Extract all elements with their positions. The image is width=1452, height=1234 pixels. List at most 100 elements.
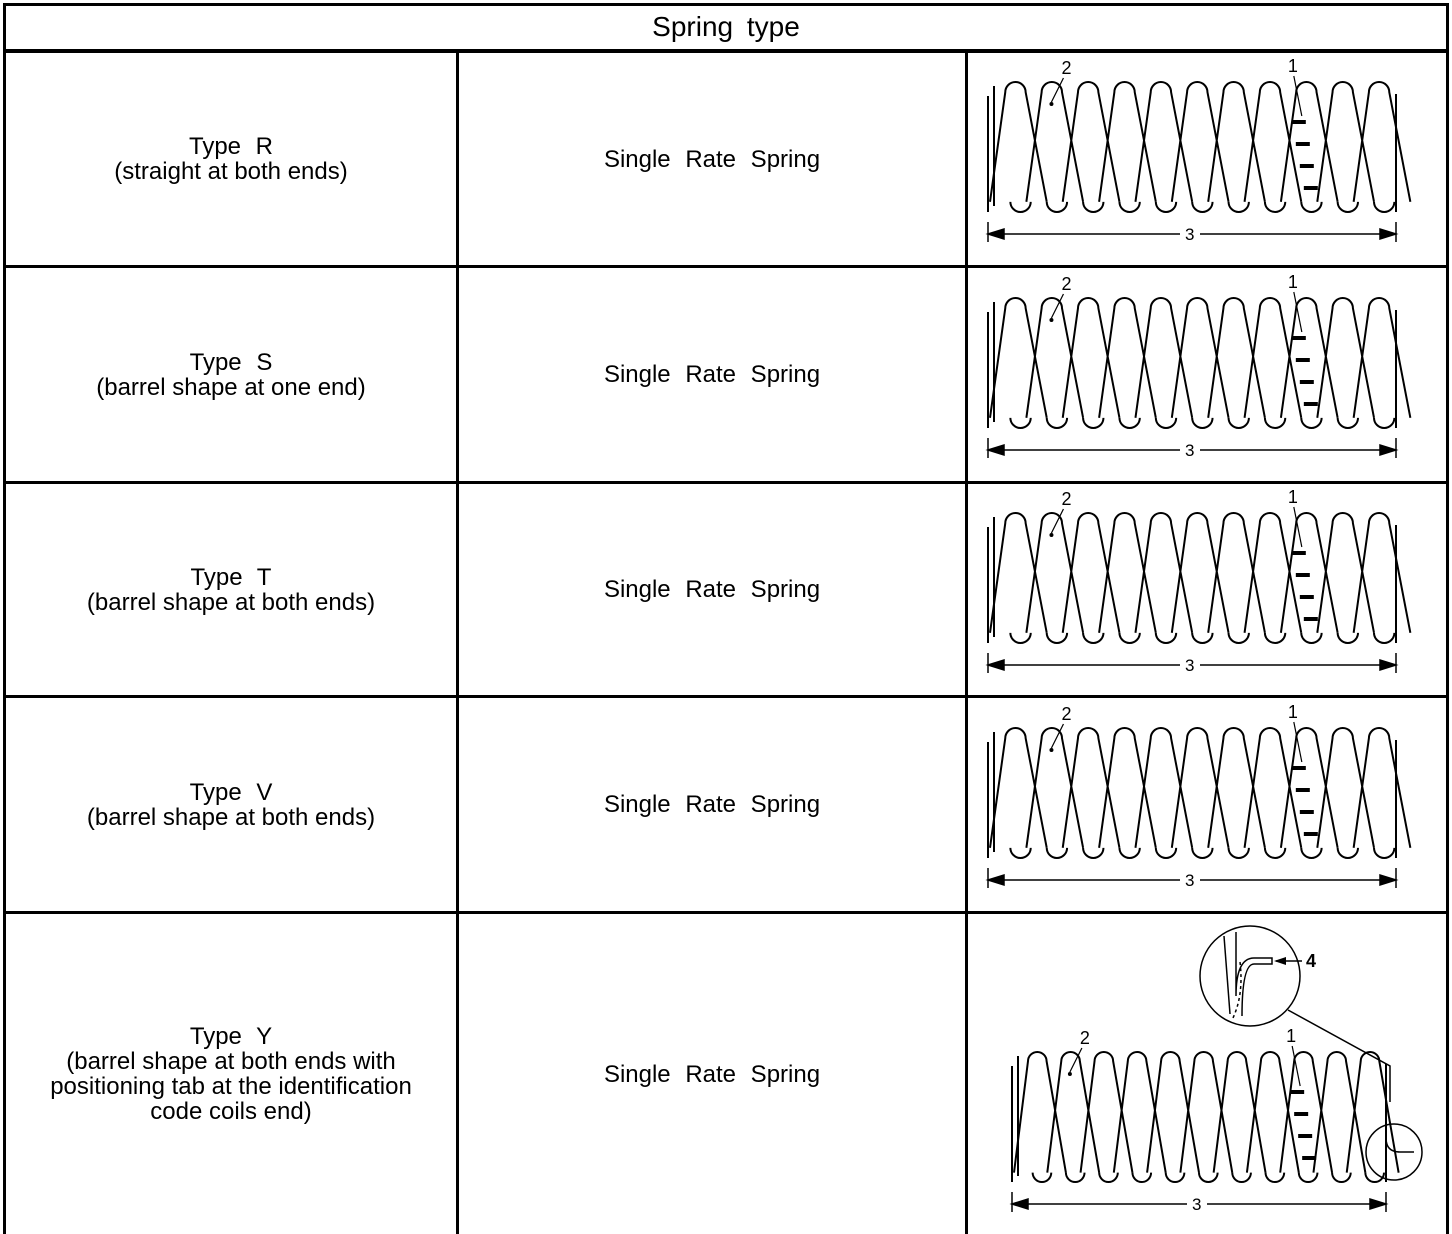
spring-rate-cell: Single Rate Spring <box>459 268 965 481</box>
row-divider-3 <box>3 695 1449 698</box>
spring-rate: Single Rate Spring <box>603 576 821 603</box>
coil-strands <box>989 81 1412 203</box>
callout-2-dot <box>1049 102 1054 106</box>
spring-diagram: 1 2 3 <box>985 702 1412 890</box>
coil-strands <box>989 512 1412 634</box>
table-row: Type Y (barrel shape at both ends with p… <box>6 914 456 1234</box>
callout-1-label: 1 <box>1288 487 1298 507</box>
callout-2-leader <box>1050 723 1064 749</box>
spring-rate: Single Rate Spring <box>603 1060 821 1088</box>
spring-rate: Single Rate Spring <box>603 361 821 388</box>
spring-diagram: 1 2 3 <box>985 56 1412 244</box>
callout-2-leader <box>1050 508 1064 534</box>
detail-hidden-line <box>1231 961 1242 1021</box>
coil-strands <box>989 727 1412 849</box>
callout-2-dot <box>1067 1072 1072 1076</box>
arrow-left-head <box>1009 1197 1029 1211</box>
callout-3-label: 3 <box>1192 1195 1201 1214</box>
spring-type-description: (barrel shape at both ends) <box>86 588 376 616</box>
callout-2-label: 2 <box>1061 489 1071 509</box>
table-row: Type T (barrel shape at both ends) <box>6 484 456 695</box>
column-divider-2 <box>965 53 968 1234</box>
arrow-right-head <box>1379 658 1399 672</box>
spring-diagram: 1 2 3 <box>985 487 1412 675</box>
arrow-left-head <box>985 873 1005 887</box>
spring-coils <box>987 727 1412 859</box>
coil-bottom-loops <box>1009 417 1396 429</box>
row-divider-4 <box>3 911 1449 914</box>
callout-3-label: 3 <box>1185 441 1194 460</box>
callout-3-label: 3 <box>1185 871 1194 890</box>
spring-type-description: (straight at both ends) <box>114 158 348 185</box>
arrow-right-head <box>1379 227 1399 241</box>
spring-rate: Single Rate Spring <box>603 791 821 818</box>
callout-1-leader <box>1291 1045 1301 1087</box>
spring-rate-cell: Single Rate Spring <box>459 698 965 911</box>
coil-bottom-loops <box>1009 201 1396 213</box>
callout-2-label: 2 <box>1061 274 1071 294</box>
spring-coils <box>987 512 1412 644</box>
dimension-label-bg <box>1187 1194 1207 1214</box>
spring-coils <box>987 81 1412 213</box>
identification-code-marks <box>1291 766 1318 836</box>
callout-2-dot <box>1049 748 1054 752</box>
callout-1-leader <box>1293 75 1303 117</box>
coil-bottom-loops <box>1031 1172 1385 1183</box>
callout-2-label: 2 <box>1080 1028 1090 1048</box>
detail-coil-line <box>1223 935 1231 1015</box>
dimension-label-bg <box>1180 224 1200 244</box>
identification-code-marks <box>1291 336 1318 406</box>
spring-rate-cell: Single Rate Spring <box>459 484 965 695</box>
callout-3-label: 3 <box>1185 225 1194 244</box>
spring-type-label: Type S <box>189 348 273 376</box>
callout-2-leader <box>1050 293 1064 319</box>
table-border-right <box>1446 3 1449 1234</box>
header-divider <box>3 49 1449 53</box>
arrow-right-head <box>1379 443 1399 457</box>
table-header: Spring type <box>652 11 800 42</box>
callout-2-dot <box>1049 318 1054 322</box>
callout-1-leader <box>1293 506 1303 548</box>
column-divider-1 <box>456 53 459 1234</box>
spring-diagram: 1 2 3 <box>985 272 1412 460</box>
arrow-right-head <box>1369 1197 1389 1211</box>
table-row: Type R (straight at both ends) <box>6 53 456 265</box>
identification-code-marks <box>1290 1090 1317 1160</box>
spring-rate-cell: Single Rate Spring <box>459 53 965 265</box>
spring-type-description: (barrel shape at both ends) <box>86 803 376 831</box>
spring-rate-cell: Single Rate Spring <box>459 914 965 1234</box>
callout-2-dot <box>1049 533 1054 537</box>
identification-code-marks <box>1291 120 1318 190</box>
callout-4-label: 4 <box>1306 951 1316 971</box>
spring-type-label: Type V <box>189 778 273 806</box>
row-divider-1 <box>3 265 1449 268</box>
spring-type-label: Type R <box>188 133 274 160</box>
row-divider-2 <box>3 481 1449 484</box>
coil-strands <box>989 297 1412 419</box>
callout-2-leader <box>1050 77 1064 103</box>
arrow-left-head <box>985 443 1005 457</box>
callout-2-label: 2 <box>1061 58 1071 78</box>
tab-small <box>1385 1137 1414 1153</box>
coil-bottom-loops <box>1009 632 1396 644</box>
dimension-label-bg <box>1180 655 1200 675</box>
spring-type-label: Type T <box>190 563 272 591</box>
callout-1-label: 1 <box>1286 1026 1296 1046</box>
table-row: Type V (barrel shape at both ends) <box>6 698 456 911</box>
callout-1-label: 1 <box>1288 272 1298 292</box>
spring-coils <box>987 297 1412 429</box>
spring-coils <box>1011 1051 1400 1183</box>
dimension-label-bg <box>1180 440 1200 460</box>
callout-2-label: 2 <box>1061 704 1071 724</box>
magnifier-leader <box>1287 1009 1391 1102</box>
spring-type-label: Type Y <box>189 1023 273 1050</box>
arrow-right-head <box>1379 873 1399 887</box>
arrow-left-head <box>985 227 1005 241</box>
callout-4-arrow <box>1274 957 1286 965</box>
spring-diagram: 1 2 3 4 <box>1009 925 1423 1214</box>
arrow-left-head <box>985 658 1005 672</box>
table-border-left <box>3 3 6 1234</box>
callout-1-label: 1 <box>1288 702 1298 722</box>
table-border-top <box>3 3 1449 6</box>
